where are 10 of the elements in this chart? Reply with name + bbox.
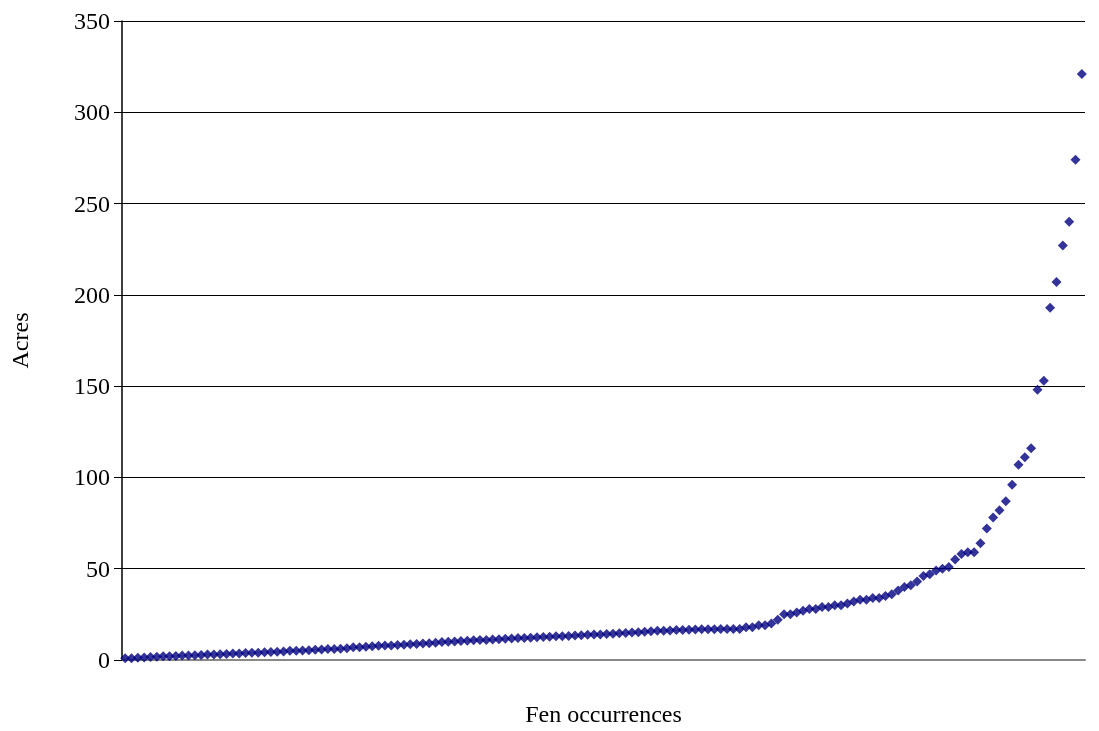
y-tick-label: 200 (74, 281, 110, 308)
y-tick-label: 250 (74, 190, 110, 217)
x-axis-title: Fen occurrences (525, 701, 682, 727)
y-tick-label: 300 (74, 99, 110, 126)
y-tick-label: 100 (74, 464, 110, 491)
y-tick-label: 350 (74, 8, 110, 34)
y-tick-label: 50 (86, 555, 110, 582)
y-tick-label: 150 (74, 373, 110, 400)
y-axis-title: Acres (7, 312, 33, 369)
y-tick-label: 0 (98, 647, 110, 673)
